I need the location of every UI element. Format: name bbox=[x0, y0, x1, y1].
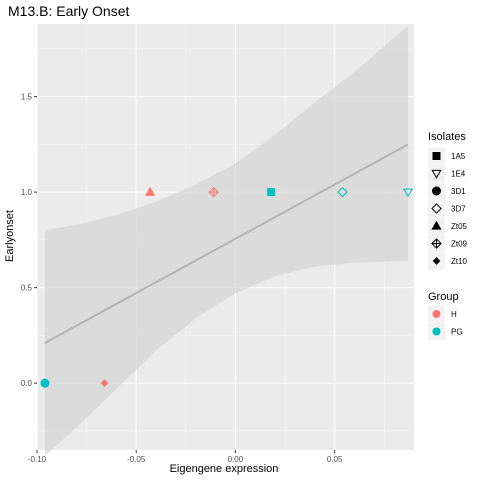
legend-group-title: Group bbox=[428, 291, 459, 303]
legend-label-3d7: 3D7 bbox=[451, 205, 466, 214]
legend-key-1a5 bbox=[432, 152, 441, 160]
legend-label-group-h: H bbox=[451, 310, 457, 319]
legend-label-zt05: Zt05 bbox=[451, 222, 468, 231]
x-tick-label: 0.05 bbox=[327, 455, 343, 464]
legend-key-zt09 bbox=[431, 238, 442, 249]
y-tick-label: 1.5 bbox=[21, 93, 33, 102]
legend-isolates-title: Isolates bbox=[428, 131, 466, 143]
legend-key-bg bbox=[428, 165, 445, 182]
legend-label-group-pg: PG bbox=[451, 328, 463, 337]
chart-title: M13.B: Early Onset bbox=[8, 3, 129, 19]
x-tick-label: -0.05 bbox=[127, 455, 146, 464]
legend-key-group-pg bbox=[432, 327, 441, 336]
data-point-zt09 bbox=[208, 186, 219, 198]
y-tick-label: 0.0 bbox=[21, 379, 33, 388]
legend: Isolates 1A5 1E4 3D1 3D7 Zt05 Zt09 Zt10 Group H PG bbox=[428, 131, 468, 340]
legend-label-1e4: 1E4 bbox=[451, 170, 466, 179]
legend-key-group-h bbox=[432, 310, 441, 318]
data-point-3d7 bbox=[337, 186, 348, 198]
y-tick-label: 1.0 bbox=[21, 188, 33, 197]
data-point-zt10 bbox=[100, 379, 109, 387]
data-point-1e4 bbox=[402, 188, 414, 198]
legend-label-zt10: Zt10 bbox=[451, 257, 468, 266]
axes: -0.10 -0.05 0.00 0.05 0.0 0.5 1.0 1.5 bbox=[21, 93, 343, 464]
legend-key-bg bbox=[428, 200, 445, 217]
x-tick-label: 0.00 bbox=[228, 455, 244, 464]
legend-label-zt09: Zt09 bbox=[451, 240, 468, 249]
plot-panel bbox=[36, 24, 414, 456]
data-point-3d1 bbox=[40, 378, 50, 388]
confidence-band bbox=[44, 25, 409, 456]
data-point-zt05 bbox=[145, 186, 156, 196]
legend-key-3d7 bbox=[431, 203, 442, 214]
x-axis-title: Eigengene expression bbox=[170, 463, 279, 475]
legend-label-3d1: 3D1 bbox=[451, 187, 466, 196]
legend-key-1e4 bbox=[431, 169, 442, 179]
legend-key-zt10 bbox=[432, 257, 441, 265]
legend-key-3d1 bbox=[432, 186, 441, 196]
x-tick-label: -0.10 bbox=[28, 455, 47, 464]
legend-key-zt05 bbox=[431, 220, 442, 230]
y-axis-title: Earlyonset bbox=[4, 210, 16, 262]
legend-label-1a5: 1A5 bbox=[451, 152, 466, 161]
y-tick-label: 0.5 bbox=[21, 284, 33, 293]
trend-line bbox=[44, 143, 409, 344]
data-point-1a5 bbox=[267, 188, 276, 197]
